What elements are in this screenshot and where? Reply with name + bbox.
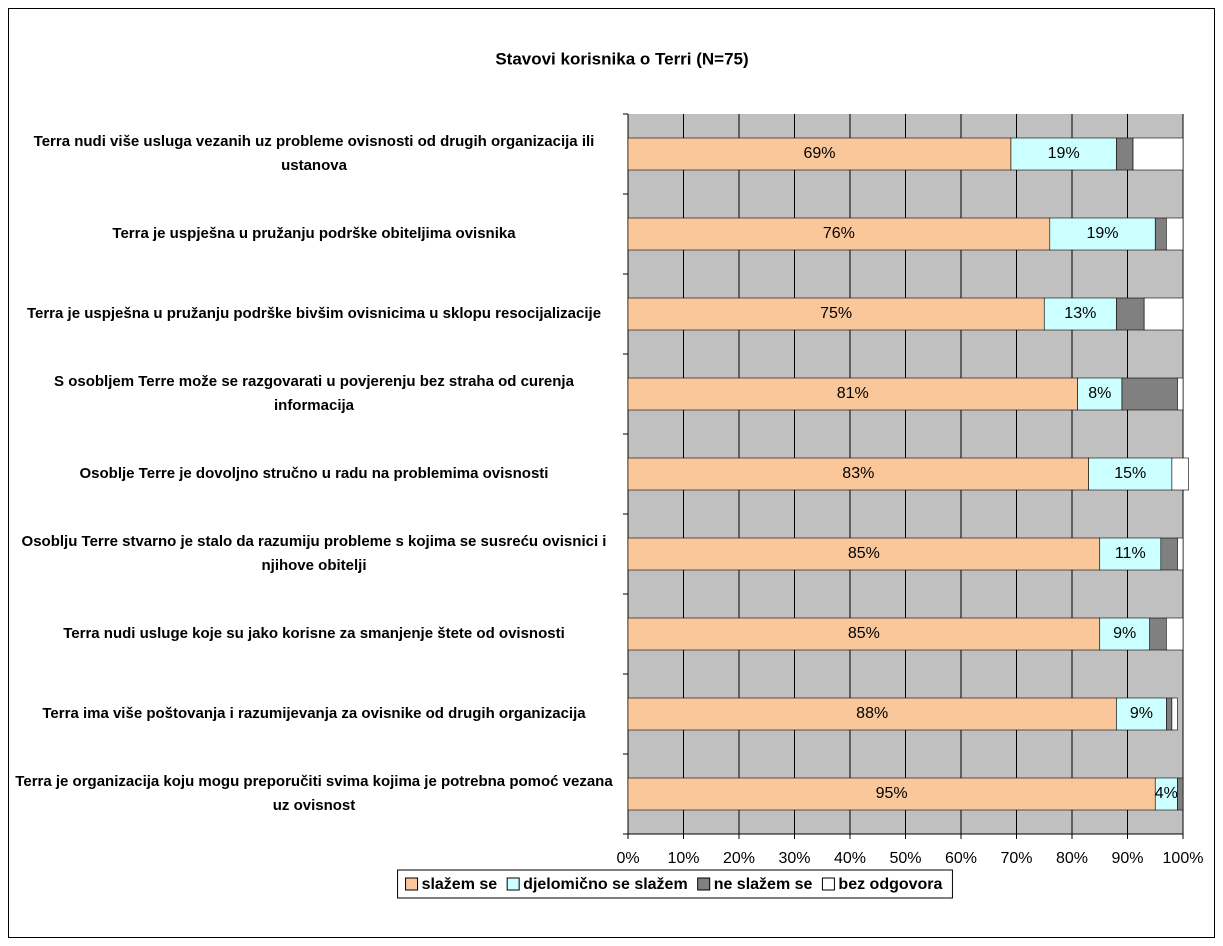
bar-segment — [1166, 217, 1184, 251]
legend-label: ne slažem se — [714, 876, 813, 893]
x-tick-label: 0% — [616, 850, 639, 867]
bar-segment — [627, 137, 1012, 171]
bar-segment — [1010, 137, 1117, 171]
bar-segment — [1177, 777, 1184, 811]
data-label: 75% — [820, 305, 852, 322]
category-label: S osobljem Terre može se razgovarati u p… — [54, 373, 574, 414]
data-label: 4% — [1155, 785, 1178, 802]
bar-segment — [1077, 377, 1123, 411]
bar-segment — [1088, 457, 1173, 491]
data-label: 95% — [876, 785, 908, 802]
bar-segment — [627, 537, 1101, 571]
bar-segment — [1154, 217, 1167, 251]
bar-segment — [1149, 617, 1167, 651]
bar-segment — [627, 697, 1117, 731]
data-label: 9% — [1130, 705, 1153, 722]
data-label: 8% — [1088, 385, 1111, 402]
bar-segment — [1099, 537, 1162, 571]
data-label: 83% — [842, 465, 874, 482]
data-label: 15% — [1114, 465, 1146, 482]
category-label: Terra nudi više usluga vezanih uz proble… — [33, 133, 595, 174]
legend-label: slažem se — [422, 876, 498, 893]
bar-segment — [1171, 457, 1189, 491]
category-label: Osoblju Terre stvarno je stalo da razumi… — [21, 533, 607, 574]
data-label: 9% — [1113, 625, 1136, 642]
bar-segment — [627, 617, 1101, 651]
category-label: Terra nudi usluge koje su jako korisne z… — [63, 625, 565, 642]
data-label: 11% — [1115, 545, 1146, 562]
bar-segment — [1049, 217, 1156, 251]
bar-segment — [1171, 697, 1178, 731]
x-tick-label: 70% — [1000, 850, 1032, 867]
legend-label: djelomično se slažem — [523, 876, 688, 893]
legend-swatch — [405, 877, 419, 891]
bar-segment — [627, 777, 1156, 811]
data-label: 85% — [848, 545, 880, 562]
bar-segment — [1166, 697, 1173, 731]
bar-segment — [627, 377, 1078, 411]
data-label: 69% — [803, 145, 835, 162]
category-label: Osoblje Terre je dovoljno stručno u radu… — [79, 465, 549, 482]
legend-label: bez odgovora — [838, 876, 942, 893]
bar-segment — [1099, 617, 1151, 651]
x-tick-label: 50% — [889, 850, 921, 867]
data-label: 81% — [837, 385, 869, 402]
bar-segment — [1116, 137, 1134, 171]
data-label: 19% — [1087, 225, 1119, 242]
bar-segment — [627, 217, 1051, 251]
bar-segment — [1177, 377, 1184, 411]
data-label: 13% — [1064, 305, 1096, 322]
legend-swatch — [821, 877, 835, 891]
bar-segment — [1177, 537, 1184, 571]
legend-swatch — [506, 877, 520, 891]
category-label: Terra je uspješna u pružanju podrške obi… — [112, 225, 516, 242]
bar-segment — [1160, 537, 1178, 571]
x-tick-label: 10% — [667, 850, 699, 867]
category-label: Terra je uspješna u pružanju podrške biv… — [26, 305, 602, 322]
category-label: Terra ima više poštovanja i razumijevanj… — [42, 705, 586, 722]
data-label: 19% — [1048, 145, 1080, 162]
bar-segment — [627, 297, 1045, 331]
data-label: 76% — [823, 225, 855, 242]
bar-segment — [1166, 617, 1184, 651]
bar-segment — [1121, 377, 1178, 411]
bar-segment — [1116, 297, 1145, 331]
legend-box — [397, 869, 953, 899]
x-tick-label: 60% — [945, 850, 977, 867]
x-tick-label: 30% — [778, 850, 810, 867]
bar-segment — [1143, 297, 1184, 331]
data-label: 85% — [848, 625, 880, 642]
bar-segment — [627, 457, 1089, 491]
x-tick-label: 20% — [723, 850, 755, 867]
x-tick-label: 80% — [1056, 850, 1088, 867]
data-label: 88% — [856, 705, 888, 722]
bar-segment — [1043, 297, 1117, 331]
chart-title: Stavovi korisnika o Terri (N=75) — [495, 49, 748, 68]
x-tick-label: 90% — [1111, 850, 1143, 867]
category-label: Terra je organizacija koju mogu preporuč… — [15, 773, 613, 814]
bar-segment — [1132, 137, 1184, 171]
legend-swatch — [697, 877, 711, 891]
x-tick-label: 100% — [1163, 850, 1204, 867]
x-tick-label: 40% — [834, 850, 866, 867]
